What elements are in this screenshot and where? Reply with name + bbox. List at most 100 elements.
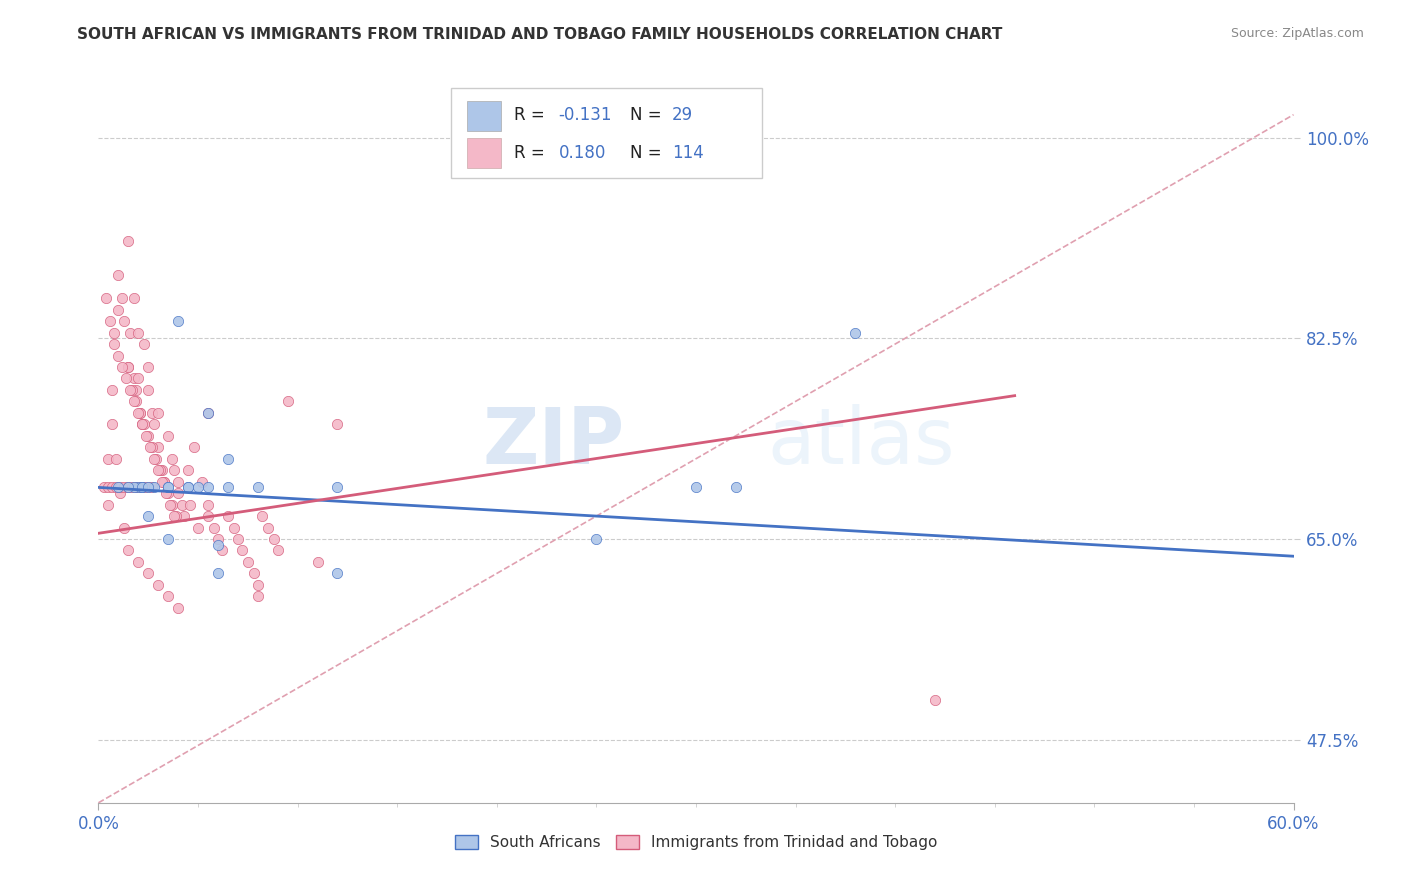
Point	[163, 463, 186, 477]
Point	[101, 383, 124, 397]
Point	[157, 486, 180, 500]
Point	[135, 429, 157, 443]
Point	[685, 480, 707, 494]
Point	[112, 314, 135, 328]
Point	[250, 509, 273, 524]
Point	[117, 543, 139, 558]
Point	[105, 451, 128, 466]
Point	[134, 480, 156, 494]
Point	[127, 555, 149, 569]
Point	[217, 480, 239, 494]
Point	[157, 532, 180, 546]
Legend: South Africans, Immigrants from Trinidad and Tobago: South Africans, Immigrants from Trinidad…	[449, 830, 943, 856]
Point	[148, 463, 170, 477]
Point	[143, 480, 166, 494]
Point	[125, 480, 148, 494]
Point	[197, 509, 219, 524]
Point	[585, 532, 607, 546]
Point	[124, 291, 146, 305]
Point	[217, 509, 239, 524]
Point	[179, 498, 201, 512]
Point	[124, 371, 146, 385]
Point	[141, 480, 163, 494]
Point	[131, 480, 153, 494]
Point	[111, 291, 134, 305]
Point	[134, 417, 156, 432]
Point	[226, 532, 249, 546]
Point	[141, 440, 163, 454]
Point	[111, 359, 134, 374]
Point	[121, 480, 143, 494]
Point	[177, 480, 200, 494]
Point	[246, 480, 269, 494]
Point	[173, 509, 195, 524]
Point	[167, 600, 190, 615]
Point	[197, 406, 219, 420]
Point	[97, 451, 120, 466]
FancyBboxPatch shape	[467, 138, 501, 169]
Point	[191, 475, 214, 489]
Point	[150, 463, 173, 477]
Point	[107, 268, 129, 283]
Point	[112, 480, 135, 494]
Point	[129, 480, 152, 494]
Point	[246, 590, 269, 604]
Point	[157, 480, 180, 494]
Point	[110, 486, 132, 500]
Point	[207, 532, 229, 546]
Point	[167, 314, 190, 328]
Point	[105, 480, 128, 494]
Point	[160, 498, 183, 512]
Point	[117, 480, 139, 494]
Point	[246, 578, 269, 592]
Text: N =: N =	[630, 144, 666, 161]
Point	[136, 480, 159, 494]
Point	[153, 475, 176, 489]
Point	[165, 509, 187, 524]
Point	[197, 406, 219, 420]
Text: 29: 29	[672, 106, 693, 124]
Point	[326, 417, 349, 432]
Point	[177, 463, 200, 477]
Point	[125, 394, 148, 409]
Point	[145, 451, 167, 466]
Point	[127, 326, 149, 340]
Text: atlas: atlas	[768, 403, 955, 480]
Point	[326, 480, 349, 494]
Point	[117, 480, 139, 494]
Point	[217, 451, 239, 466]
Point	[136, 383, 159, 397]
Point	[127, 480, 149, 494]
Point	[149, 463, 172, 477]
Point	[148, 440, 170, 454]
Point	[163, 509, 186, 524]
Point	[187, 480, 209, 494]
Point	[110, 480, 132, 494]
Point	[97, 498, 120, 512]
Point	[131, 480, 153, 494]
Point	[134, 337, 156, 351]
Text: SOUTH AFRICAN VS IMMIGRANTS FROM TRINIDAD AND TOBAGO FAMILY HOUSEHOLDS CORRELATI: SOUTH AFRICAN VS IMMIGRANTS FROM TRINIDA…	[77, 27, 1002, 42]
Point	[143, 451, 166, 466]
Point	[124, 480, 146, 494]
Point	[256, 520, 278, 534]
Point	[148, 578, 170, 592]
Point	[136, 359, 159, 374]
Text: R =: R =	[515, 144, 550, 161]
Point	[103, 326, 125, 340]
Point	[107, 349, 129, 363]
Point	[101, 417, 124, 432]
Point	[207, 566, 229, 581]
FancyBboxPatch shape	[467, 101, 501, 131]
Text: ZIP: ZIP	[482, 403, 624, 480]
Point	[120, 383, 142, 397]
Point	[124, 394, 146, 409]
Point	[277, 394, 299, 409]
Point	[267, 543, 290, 558]
Point	[98, 314, 122, 328]
Point	[136, 429, 159, 443]
Point	[159, 498, 181, 512]
Point	[117, 234, 139, 248]
Point	[129, 406, 152, 420]
Point	[222, 520, 245, 534]
